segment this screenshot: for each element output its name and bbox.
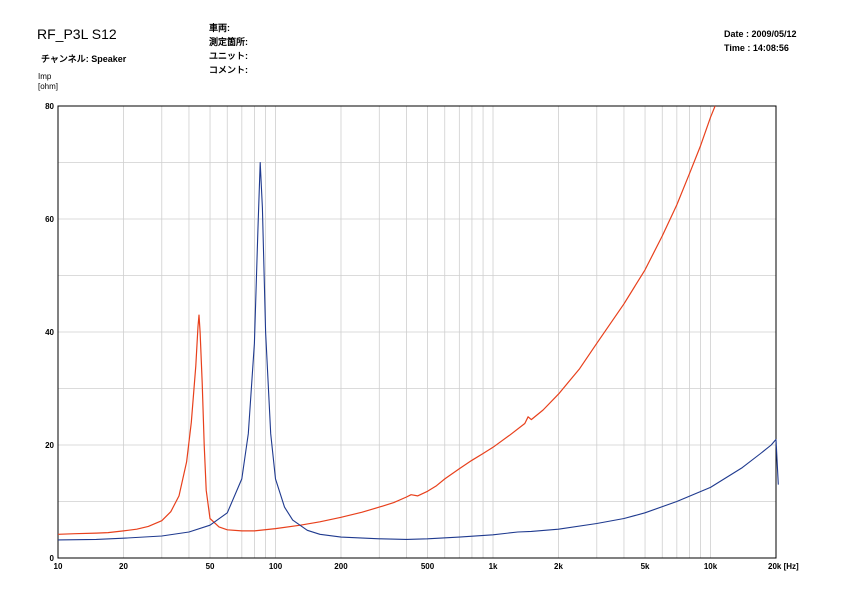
x-tick-label: 2k [554, 562, 563, 571]
chart-title: RF_P3L S12 [37, 26, 117, 42]
series-group [57, 105, 779, 541]
date-label: Date : 2009/05/12 [724, 29, 797, 39]
grid-lines [58, 106, 776, 558]
meta-labels: 車両: 測定箇所: ユニット: コメント: [209, 21, 248, 77]
y-axis-label-line: [ohm] [38, 82, 59, 91]
x-tick-label: 5k [641, 562, 650, 571]
meta-vehicle-label: 車両: [209, 23, 230, 33]
y-tick-label: 60 [45, 215, 54, 224]
y-axis-label: Imp [ohm] [38, 72, 58, 92]
y-tick-label: 20 [45, 441, 54, 450]
x-tick-label: 20k [Hz] [768, 562, 799, 571]
meta-location-label: 測定箇所: [209, 37, 248, 47]
x-tick-label: 50 [206, 562, 215, 571]
impedance-series-1 [57, 105, 716, 535]
tick-labels: 10 20 50 100 200 500 1k 2k 5k 10k 20k [Hz] 0 20 40 60 8… [45, 102, 799, 571]
y-tick-label: 0 [50, 554, 55, 563]
x-tick-label: 1k [489, 562, 498, 571]
x-tick-label: 500 [421, 562, 435, 571]
y-axis-label-line: Imp [38, 72, 52, 81]
x-tick-label: 20 [119, 562, 128, 571]
time-label: Time : 14:08:56 [724, 43, 789, 53]
x-tick-label: 10 [54, 562, 63, 571]
meta-comment-label: コメント: [209, 65, 248, 75]
date-time: Date : 2009/05/12 Time : 14:08:56 [724, 27, 797, 55]
x-tick-label: 200 [334, 562, 348, 571]
plot-frame [57, 105, 777, 559]
channel-label: チャンネル: Speaker [41, 54, 127, 64]
x-tick-label: 100 [269, 562, 283, 571]
y-tick-label: 80 [45, 102, 54, 111]
y-tick-label: 40 [45, 328, 54, 337]
meta-unit-label: ユニット: [209, 51, 248, 61]
impedance-series-2 [57, 161, 779, 541]
x-tick-label: 10k [704, 562, 718, 571]
